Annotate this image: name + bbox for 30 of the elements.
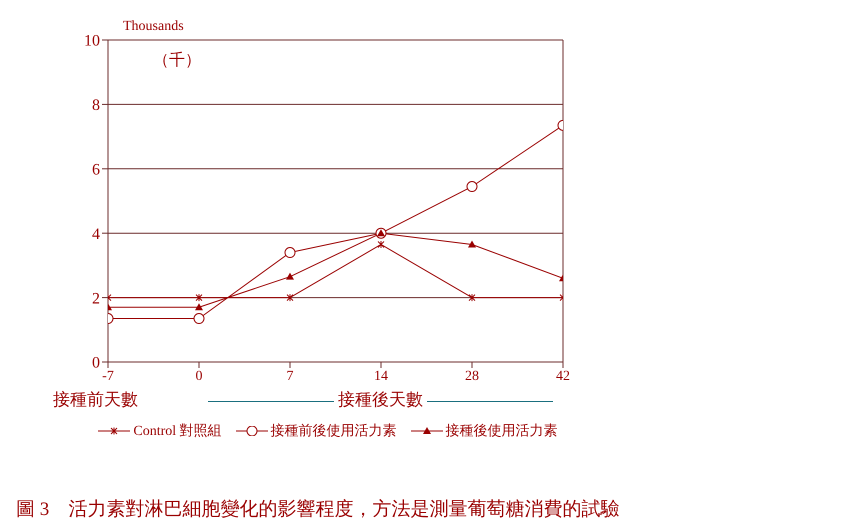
point bbox=[378, 240, 384, 248]
y-axis-title: Thousands bbox=[123, 19, 184, 35]
text: 接種後天數 bbox=[337, 389, 424, 411]
y-tick-label: 6 bbox=[92, 161, 100, 178]
y-tick-label: 10 bbox=[84, 32, 100, 50]
point bbox=[195, 303, 203, 310]
legend-label: 接種後使用活力素 bbox=[446, 422, 558, 440]
x-tick-label: 14 bbox=[374, 368, 388, 384]
point bbox=[196, 294, 202, 302]
x-tick-label: -7 bbox=[102, 368, 114, 384]
point bbox=[468, 294, 476, 302]
x-tick-label: 0 bbox=[196, 368, 202, 384]
y-tick-label: 8 bbox=[92, 97, 100, 114]
y-tick-label: 2 bbox=[92, 290, 100, 308]
legend-label: 接種前後使用活力素 bbox=[270, 422, 397, 440]
text: 圖 3 活力素對淋巴細胞變化的影響程度，方法是測量葡萄糖消費的試驗 bbox=[16, 498, 620, 522]
legend-label: Control 對照組 bbox=[133, 422, 222, 440]
point bbox=[466, 181, 478, 192]
x-tick-label: 42 bbox=[556, 368, 570, 384]
y-tick-label: 0 bbox=[92, 354, 100, 372]
y-tick-label: 4 bbox=[92, 226, 100, 243]
annotation: （千） bbox=[153, 50, 201, 71]
point bbox=[284, 247, 296, 258]
x-tick-label: 28 bbox=[465, 368, 479, 384]
point bbox=[468, 240, 476, 248]
point bbox=[286, 272, 294, 280]
point bbox=[286, 294, 294, 302]
x-tick-label: 7 bbox=[286, 368, 294, 384]
text: 接種前天數 bbox=[53, 389, 138, 411]
point bbox=[194, 313, 204, 324]
